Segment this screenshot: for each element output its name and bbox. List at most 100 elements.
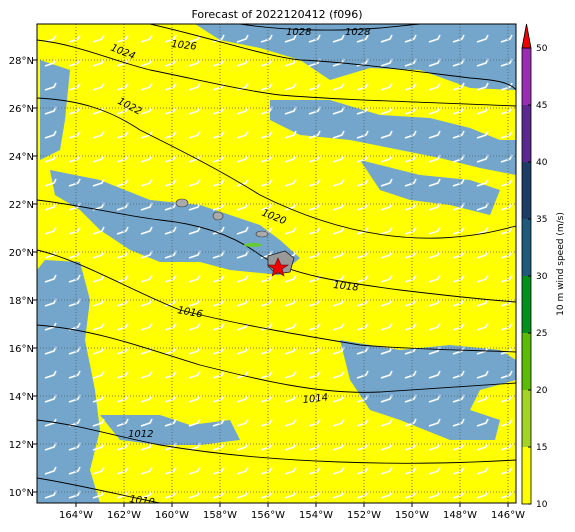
wind-barb bbox=[116, 226, 129, 235]
wind-barb bbox=[308, 418, 321, 427]
wind-barb bbox=[476, 418, 489, 427]
wind-barb bbox=[476, 274, 489, 283]
wind-barb bbox=[500, 322, 513, 331]
wind-barb bbox=[116, 178, 129, 187]
colorbar-segment bbox=[522, 48, 531, 105]
wind-barb bbox=[68, 130, 81, 139]
wind-barb bbox=[260, 466, 273, 475]
wind-barb bbox=[356, 274, 369, 283]
wind-barb bbox=[404, 370, 417, 379]
wind-barb bbox=[188, 274, 201, 283]
wind-barb bbox=[380, 418, 393, 427]
wind-barb bbox=[92, 370, 105, 379]
map-title: Forecast of 2022120412 (f096) bbox=[191, 8, 362, 21]
wind-barb bbox=[44, 370, 57, 379]
wind-barb bbox=[92, 226, 105, 235]
wind-barb bbox=[476, 370, 489, 379]
wind-barb bbox=[92, 466, 105, 475]
wind-barb bbox=[164, 178, 177, 187]
wind-barb bbox=[236, 322, 249, 331]
wind-barb bbox=[404, 274, 417, 283]
wind-barb bbox=[68, 370, 81, 379]
wind-barb bbox=[260, 130, 273, 139]
colorbar-tick-label: 25 bbox=[536, 329, 547, 339]
wind-barb bbox=[116, 130, 129, 139]
wind-barb bbox=[236, 82, 249, 91]
wind-barb bbox=[188, 370, 201, 379]
wind-barb bbox=[500, 178, 513, 187]
wind-barb bbox=[92, 274, 105, 283]
wind-barb bbox=[188, 82, 201, 91]
colorbar-tick-label: 35 bbox=[536, 215, 547, 225]
wind-barb bbox=[500, 370, 513, 379]
wind-barb bbox=[68, 226, 81, 235]
wind-barb bbox=[44, 82, 57, 91]
wind-barb bbox=[476, 82, 489, 91]
wind-barb bbox=[452, 466, 465, 475]
wind-barb bbox=[404, 418, 417, 427]
lat-label: 26°N bbox=[9, 104, 34, 115]
wind-barb bbox=[164, 130, 177, 139]
map-area: 1024 1026 1028 1028 1022 1020 1018 1016 … bbox=[37, 24, 516, 503]
wind-barb bbox=[284, 322, 297, 331]
wind-barb bbox=[308, 82, 321, 91]
colorbar-tick-label: 50 bbox=[536, 44, 548, 54]
wind-barb bbox=[308, 34, 321, 43]
wind-barb bbox=[356, 226, 369, 235]
colorbar-segment bbox=[522, 219, 531, 276]
wind-barb bbox=[476, 226, 489, 235]
wind-barb bbox=[404, 466, 417, 475]
lat-label: 10°N bbox=[9, 488, 34, 499]
wind-barb bbox=[44, 418, 57, 427]
wind-barb bbox=[44, 178, 57, 187]
wind-barb bbox=[44, 34, 57, 43]
wind-barb bbox=[212, 418, 225, 427]
wind-barb bbox=[68, 82, 81, 91]
wind-barb bbox=[332, 418, 345, 427]
wind-barb bbox=[140, 370, 153, 379]
wind-barb bbox=[284, 274, 297, 283]
wind-barb bbox=[308, 466, 321, 475]
colorbar-tick-label: 20 bbox=[536, 386, 548, 396]
islands bbox=[175, 198, 295, 277]
wind-barb bbox=[404, 322, 417, 331]
wind-barb bbox=[140, 466, 153, 475]
colorbar-tick-label: 40 bbox=[536, 158, 548, 168]
wind-barb bbox=[284, 178, 297, 187]
wind-barb bbox=[116, 82, 129, 91]
wind-barb bbox=[116, 34, 129, 43]
lon-label: 156°W bbox=[251, 510, 285, 521]
wind-barb bbox=[284, 82, 297, 91]
wind-barb bbox=[308, 178, 321, 187]
isobar-label: 1016 bbox=[176, 305, 203, 320]
wind-barb bbox=[140, 322, 153, 331]
wind-barb bbox=[236, 178, 249, 187]
wind-barb bbox=[236, 370, 249, 379]
colorbar-label: 10 m wind speed (m/s) bbox=[556, 212, 566, 316]
wind-barb bbox=[452, 226, 465, 235]
wind-barb bbox=[380, 178, 393, 187]
wind-barb bbox=[380, 226, 393, 235]
wind-barb bbox=[140, 418, 153, 427]
wind-barb bbox=[500, 226, 513, 235]
wind-barb bbox=[404, 130, 417, 139]
wind-barb bbox=[236, 226, 249, 235]
wind-barb bbox=[164, 34, 177, 43]
wind-barb bbox=[212, 130, 225, 139]
colorbar-segment bbox=[522, 333, 531, 390]
wind-barb bbox=[476, 322, 489, 331]
lon-label: 162°W bbox=[107, 510, 141, 521]
isobar-label: 1012 bbox=[128, 429, 153, 440]
wind-barb bbox=[356, 370, 369, 379]
colorbar-segment bbox=[522, 447, 531, 504]
wind-barb bbox=[428, 466, 441, 475]
wind-barb bbox=[68, 34, 81, 43]
wind-barb bbox=[140, 274, 153, 283]
wind-barb bbox=[188, 418, 201, 427]
wind-barb bbox=[476, 34, 489, 43]
wind-barb bbox=[476, 178, 489, 187]
lat-label: 20°N bbox=[9, 248, 34, 259]
wind-barb bbox=[308, 226, 321, 235]
wind-barb bbox=[92, 418, 105, 427]
wind-barb bbox=[140, 82, 153, 91]
